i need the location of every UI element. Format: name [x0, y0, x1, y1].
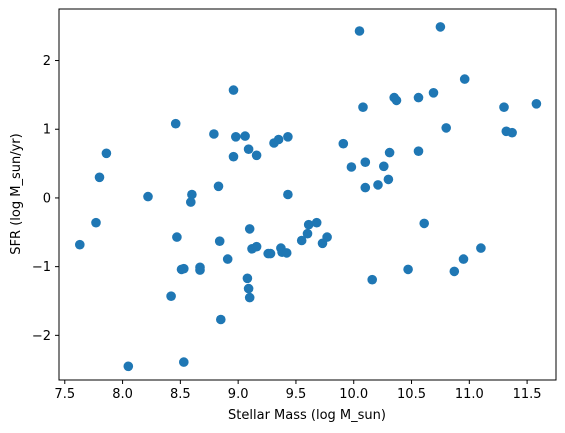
y-tick-label: 1: [43, 123, 51, 138]
data-point: [458, 254, 469, 264]
data-point: [311, 217, 322, 228]
data-point: [303, 219, 314, 230]
data-point: [75, 239, 85, 250]
data-point: [384, 147, 395, 158]
y-axis-label: SFR (log M_sun/yr): [9, 133, 24, 254]
data-point: [143, 191, 153, 202]
data-point: [240, 131, 250, 141]
y-axis-ticks: −2 −1 0 1 2: [32, 54, 59, 344]
data-point: [273, 134, 284, 145]
data-point: [413, 146, 424, 156]
data-point: [367, 274, 378, 285]
data-point: [283, 189, 293, 200]
data-point: [216, 314, 226, 325]
x-tick-label: 9.0: [228, 387, 249, 402]
data-point: [338, 138, 349, 149]
x-tick-label: 10.5: [397, 387, 426, 402]
data-point: [459, 74, 470, 84]
data-point: [373, 180, 383, 190]
data-point: [187, 189, 197, 200]
data-point: [322, 232, 332, 242]
x-tick-label: 11.5: [513, 387, 542, 402]
x-tick-label: 11.0: [455, 387, 484, 402]
data-point: [243, 283, 254, 294]
data-point: [172, 232, 182, 242]
x-axis-label: Stellar Mass (log M_sun): [228, 408, 386, 423]
data-point: [242, 273, 253, 284]
data-point: [228, 85, 239, 95]
data-point: [209, 129, 219, 139]
data-point: [403, 264, 413, 275]
y-tick-label: −2: [32, 329, 51, 344]
data-point: [296, 235, 307, 246]
plot-frame: [58, 8, 557, 381]
data-point: [476, 243, 486, 253]
data-point: [449, 266, 460, 277]
data-point: [383, 174, 394, 185]
data-point: [222, 254, 233, 264]
x-tick-label: 7.5: [54, 387, 75, 402]
data-point: [186, 197, 196, 207]
data-point: [391, 95, 402, 106]
data-point: [244, 224, 255, 234]
y-tick-label: −1: [32, 260, 51, 275]
data-point: [251, 241, 262, 252]
data-point: [379, 161, 389, 172]
data-points: [75, 22, 542, 372]
data-point: [166, 291, 176, 302]
data-point: [231, 132, 241, 142]
data-point: [358, 102, 368, 112]
data-point: [214, 236, 225, 246]
data-point: [94, 172, 105, 183]
data-point: [507, 127, 517, 138]
data-point: [101, 148, 112, 159]
data-point: [302, 228, 313, 239]
x-tick-label: 10.0: [339, 387, 368, 402]
data-point: [213, 181, 224, 192]
data-point: [419, 218, 430, 229]
data-point: [265, 248, 276, 259]
data-point: [170, 118, 181, 129]
data-point: [179, 357, 189, 367]
data-point: [354, 26, 365, 36]
data-point: [179, 263, 189, 274]
data-point: [441, 123, 452, 133]
data-point: [531, 99, 542, 109]
x-axis-ticks: 7.5 8.0 8.5 9.0 9.5 10.0 10.5 11.0 11.5: [54, 380, 542, 402]
data-point: [435, 22, 446, 32]
x-tick-label: 8.0: [112, 387, 133, 402]
data-point: [91, 217, 101, 228]
data-point: [346, 162, 357, 172]
data-point: [360, 182, 371, 193]
data-point: [428, 88, 439, 98]
x-tick-label: 8.5: [170, 387, 191, 402]
data-point: [195, 262, 205, 273]
data-point: [413, 92, 424, 103]
data-point: [244, 292, 255, 303]
x-tick-label: 9.5: [286, 387, 307, 402]
data-point: [123, 361, 134, 372]
data-point: [228, 151, 239, 162]
y-tick-label: 2: [43, 54, 51, 69]
data-point: [251, 150, 262, 161]
data-point: [283, 132, 293, 142]
data-point: [499, 102, 509, 112]
data-point: [281, 248, 292, 258]
data-point: [360, 157, 371, 167]
data-point: [243, 144, 254, 154]
y-tick-label: 0: [43, 191, 51, 206]
